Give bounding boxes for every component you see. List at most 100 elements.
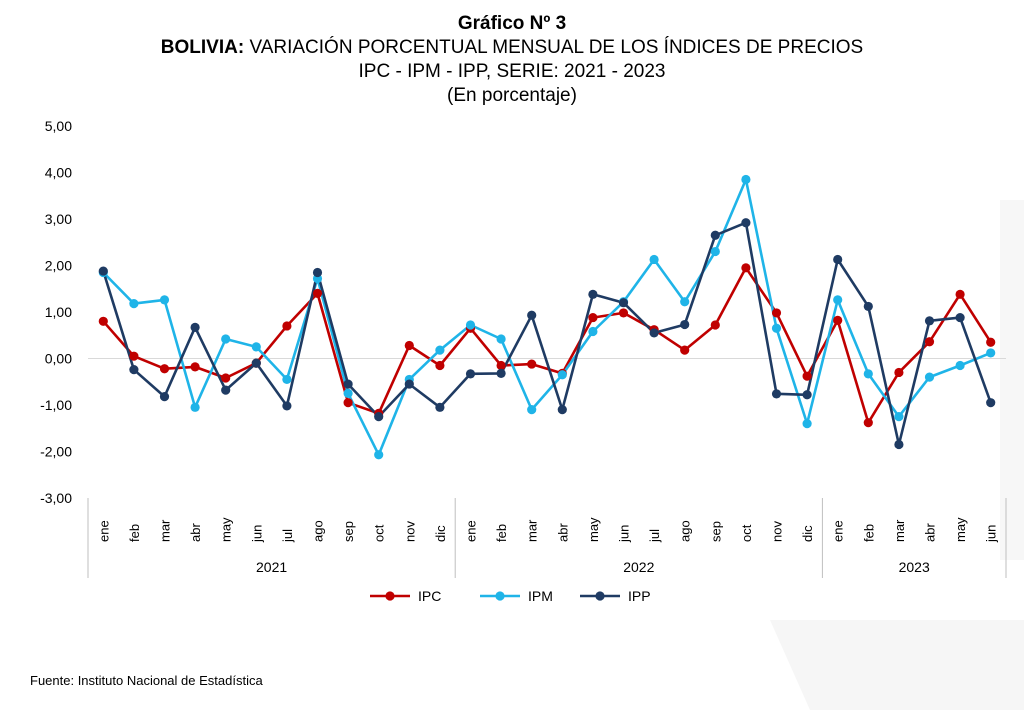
year-label: 2023 bbox=[899, 559, 930, 575]
y-tick-label: -1,00 bbox=[40, 397, 72, 413]
point-ipp bbox=[98, 266, 108, 276]
background-decoration bbox=[770, 620, 1024, 710]
point-ipp bbox=[924, 316, 935, 326]
point-ipc bbox=[98, 316, 108, 326]
y-tick-label: 4,00 bbox=[45, 165, 72, 181]
x-tick-label: ene bbox=[464, 520, 479, 542]
x-tick-label: ago bbox=[678, 520, 693, 542]
chart-subtitle: BOLIVIA: VARIACIÓN PORCENTUAL MENSUAL DE… bbox=[0, 36, 1024, 60]
legend-label-ipm: IPM bbox=[528, 588, 553, 604]
point-ipc bbox=[986, 337, 996, 347]
point-ipc bbox=[955, 289, 965, 299]
point-ipc bbox=[802, 371, 812, 381]
point-ipm bbox=[465, 320, 476, 330]
point-ipc bbox=[680, 345, 690, 355]
point-ipm bbox=[251, 342, 261, 352]
year-label: 2021 bbox=[256, 559, 287, 575]
point-ipc bbox=[343, 398, 353, 408]
point-ipm bbox=[282, 374, 292, 385]
point-ipm bbox=[833, 295, 843, 305]
x-tick-label: dic bbox=[800, 525, 815, 542]
x-tick-label: sep bbox=[341, 521, 356, 542]
series-line-ipp bbox=[102, 221, 992, 446]
chart-series-line: IPC - IPM - IPP, SERIE: 2021 - 2023 bbox=[358, 61, 666, 82]
x-tick-label: abr bbox=[923, 523, 938, 542]
legend-marker-ipc bbox=[385, 591, 395, 601]
chart-subtitle-country: BOLIVIA: bbox=[160, 37, 245, 58]
x-tick-label: feb bbox=[494, 524, 509, 542]
x-tick-label: may bbox=[953, 517, 968, 542]
series-line-ipc bbox=[102, 266, 992, 425]
x-tick-label: jul bbox=[647, 529, 662, 543]
point-ipc bbox=[863, 418, 873, 428]
point-ipp bbox=[221, 385, 231, 395]
point-ipp bbox=[312, 267, 323, 278]
legend-marker-ipp bbox=[595, 591, 605, 601]
point-ipc bbox=[710, 320, 720, 330]
x-tick-label: dic bbox=[433, 525, 448, 542]
point-ipc bbox=[190, 362, 200, 372]
x-tick-label: jun bbox=[984, 525, 999, 543]
x-tick-label: nov bbox=[402, 521, 417, 542]
point-ipc bbox=[588, 312, 598, 323]
source-note: Fuente: Instituto Nacional de Estadístic… bbox=[30, 673, 263, 688]
point-ipm bbox=[221, 334, 231, 344]
point-ipc bbox=[221, 373, 231, 383]
point-ipp bbox=[465, 369, 476, 379]
point-ipc bbox=[129, 351, 139, 361]
point-ipp bbox=[129, 365, 139, 375]
year-label: 2022 bbox=[623, 559, 654, 575]
x-tick-label: oct bbox=[372, 524, 387, 542]
x-tick-label: feb bbox=[127, 524, 142, 542]
point-ipp bbox=[802, 390, 812, 400]
point-ipm bbox=[588, 326, 598, 337]
point-ipp bbox=[618, 298, 629, 308]
point-ipm bbox=[955, 360, 965, 371]
point-ipc bbox=[894, 367, 904, 378]
point-ipm bbox=[496, 334, 506, 344]
point-ipm bbox=[435, 345, 445, 355]
x-tick-label: ene bbox=[96, 520, 111, 542]
point-ipc bbox=[833, 315, 843, 325]
point-ipp bbox=[190, 322, 200, 332]
point-ipp bbox=[894, 439, 904, 450]
point-ipm bbox=[986, 348, 996, 358]
point-ipp bbox=[527, 310, 537, 320]
point-ipp bbox=[986, 398, 996, 408]
x-tick-label: mar bbox=[525, 519, 540, 542]
point-ipp bbox=[496, 368, 506, 378]
chart-subtitle-text: VARIACIÓN PORCENTUAL MENSUAL DE LOS ÍNDI… bbox=[249, 37, 864, 58]
point-ipc bbox=[741, 263, 751, 273]
point-ipp bbox=[680, 319, 690, 330]
point-ipp bbox=[159, 392, 170, 402]
point-ipm bbox=[924, 372, 935, 382]
x-tick-label: feb bbox=[861, 524, 876, 542]
x-tick-label: may bbox=[219, 517, 234, 542]
point-ipm bbox=[863, 369, 873, 379]
point-ipm bbox=[374, 450, 384, 460]
point-ipp bbox=[557, 405, 567, 415]
point-ipp bbox=[282, 401, 292, 411]
x-tick-label: ene bbox=[831, 520, 846, 542]
x-tick-label: sep bbox=[708, 521, 723, 542]
y-tick-label: -3,00 bbox=[40, 490, 72, 506]
point-ipp bbox=[588, 289, 598, 299]
point-ipp bbox=[435, 402, 445, 412]
point-ipm bbox=[343, 388, 353, 398]
x-tick-label: ago bbox=[311, 520, 326, 542]
point-ipm bbox=[894, 412, 904, 422]
point-ipc bbox=[312, 288, 323, 298]
point-ipp bbox=[771, 389, 782, 399]
point-ipp bbox=[833, 254, 843, 265]
y-tick-label: 5,00 bbox=[45, 118, 72, 134]
y-tick-label: 1,00 bbox=[45, 304, 72, 320]
point-ipm bbox=[649, 254, 659, 265]
chart-title: Gráfico Nº 3 bbox=[457, 13, 567, 34]
point-ipm bbox=[159, 295, 170, 305]
point-ipc bbox=[435, 360, 445, 371]
point-ipp bbox=[863, 301, 873, 312]
point-ipc bbox=[496, 360, 506, 371]
point-ipp bbox=[343, 379, 353, 389]
y-tick-label: -2,00 bbox=[40, 444, 72, 460]
x-tick-label: mar bbox=[158, 519, 173, 542]
